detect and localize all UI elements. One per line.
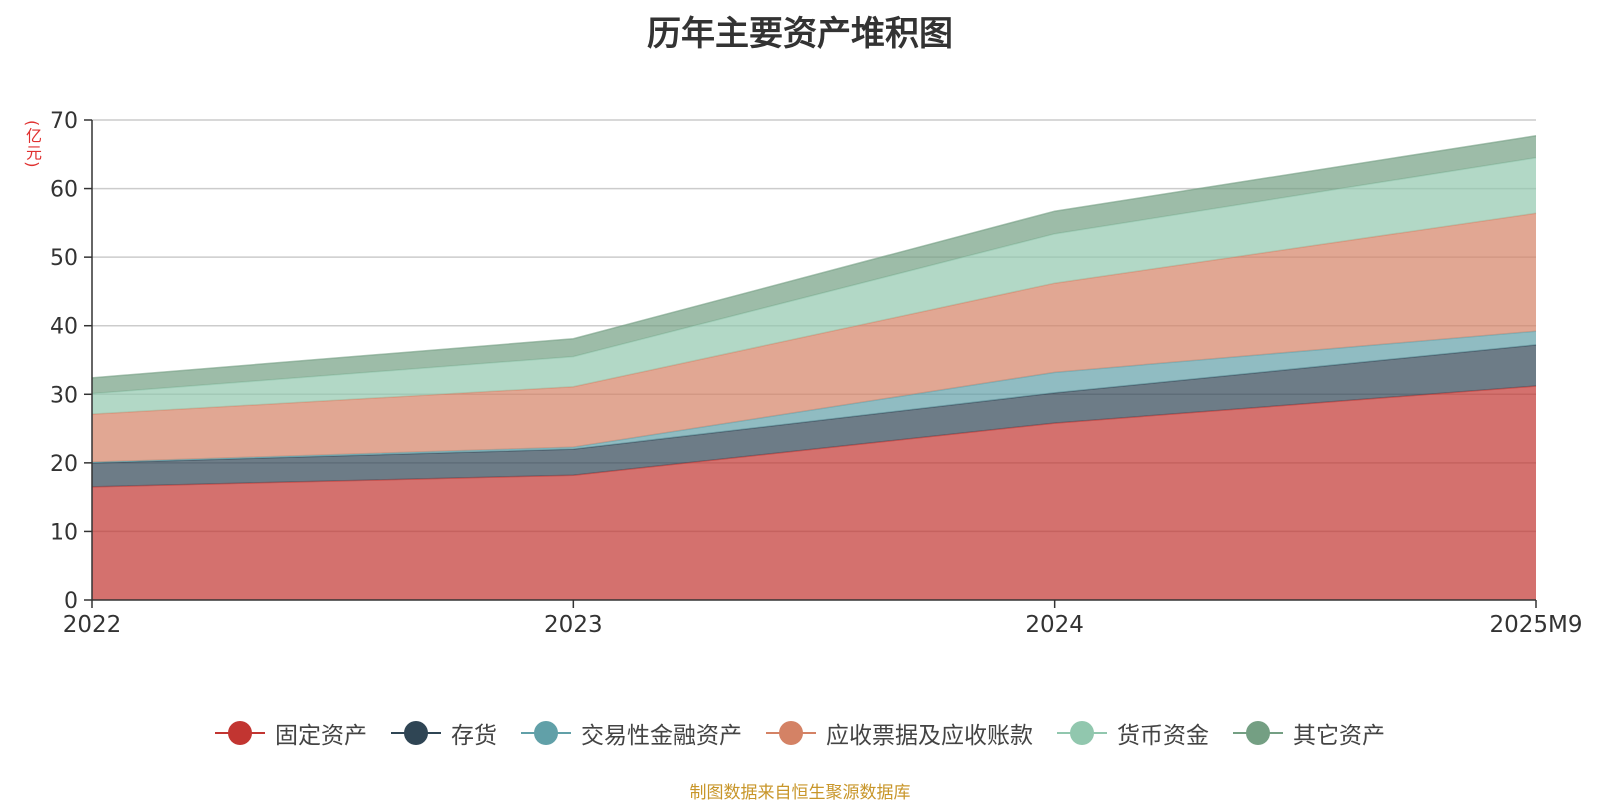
legend-item-inventory[interactable]: 存货	[391, 716, 497, 750]
y-tick-label: 30	[50, 383, 78, 408]
x-tick-label: 2024	[1025, 612, 1084, 638]
legend-marker-icon	[215, 721, 265, 745]
legend-item-cash[interactable]: 货币资金	[1057, 716, 1209, 750]
area-series-1	[92, 344, 1536, 487]
data-source-note: 制图数据来自恒生聚源数据库	[689, 783, 911, 803]
legend-item-trading-financial-assets[interactable]: 交易性金融资产	[521, 716, 742, 750]
legend-label: 货币资金	[1117, 723, 1209, 749]
legend-label: 交易性金融资产	[581, 723, 742, 749]
y-tick-label: 40	[50, 315, 78, 340]
legend-item-other-assets[interactable]: 其它资产	[1233, 716, 1385, 750]
y-tick-label: 50	[50, 246, 78, 271]
y-tick-label: 0	[64, 589, 78, 614]
y-tick-label: 20	[50, 452, 78, 477]
y-tick-label: 10	[50, 520, 78, 545]
area-series-line-5	[91, 135, 1537, 379]
legend-marker-icon	[1233, 721, 1283, 745]
x-tick-label: 2022	[63, 612, 122, 638]
x-tick-label: 2023	[544, 612, 603, 638]
legend-item-fixed-assets[interactable]: 固定资产	[215, 716, 367, 750]
area-series-4	[92, 157, 1536, 415]
x-tick-label: 2025M9	[1489, 612, 1582, 638]
chart-legend: 固定资产 存货 交易性金融资产 应收票据及应收账款 货币资金 其它资产	[0, 716, 1600, 750]
legend-marker-icon	[391, 721, 441, 745]
area-series-0	[92, 386, 1536, 600]
y-tick-label: 60	[50, 178, 78, 203]
area-series-2	[92, 331, 1536, 463]
legend-item-receivables[interactable]: 应收票据及应收账款	[766, 716, 1033, 750]
legend-marker-icon	[1057, 721, 1107, 745]
legend-marker-icon	[766, 721, 816, 745]
area-series-3	[92, 213, 1536, 463]
legend-label: 存货	[451, 723, 497, 749]
area-series-5	[92, 135, 1536, 394]
y-axis-unit-label: (亿元)	[23, 120, 42, 169]
legend-marker-icon	[521, 721, 571, 745]
legend-label: 应收票据及应收账款	[826, 723, 1033, 749]
legend-label: 固定资产	[275, 723, 367, 749]
legend-label: 其它资产	[1293, 723, 1385, 749]
chart-title: 历年主要资产堆积图	[647, 14, 953, 54]
y-tick-label: 70	[50, 109, 78, 134]
